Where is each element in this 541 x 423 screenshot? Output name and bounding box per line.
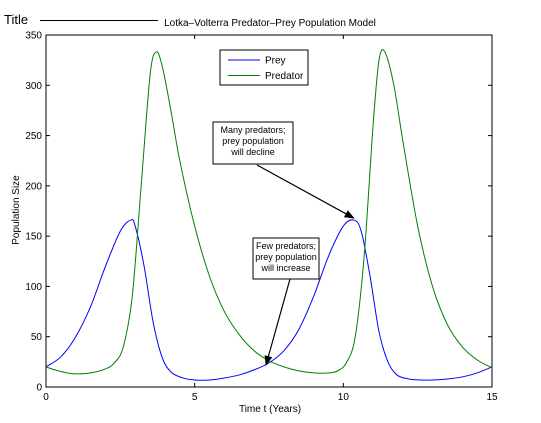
x-tick-label: 5 [192,392,198,403]
series-lines [45,49,493,381]
annotation-text: prey population [222,136,284,146]
annotation-box [252,237,320,280]
x-tick-label: 10 [338,392,350,403]
title-underline [40,20,158,21]
x-axis-label: Time t (Years) [239,404,301,415]
annotation-text: prey population [255,252,317,262]
y-tick-label: 50 [31,332,43,343]
y-axis-label: Population Size [11,175,22,245]
figure-title-tag: Title [4,12,29,27]
y-tick-label: 250 [25,131,42,142]
legend-label-prey: Prey [265,56,286,67]
annotation-arrow [264,278,291,366]
plot-frame [45,34,493,388]
y-tick-label: 350 [25,31,42,42]
annotation-text: will decline [230,147,275,157]
annotation-box [212,121,294,165]
y-tick-label: 100 [25,282,42,293]
y-tick-label: 0 [36,383,42,394]
series-line-predator [45,49,493,375]
legend-label-predator: Predator [265,71,304,82]
x-tick-label: 15 [486,392,498,403]
y-tick-label: 200 [25,181,42,192]
annotation-arrow [256,164,355,219]
annotation-text: Many predators; [220,125,285,135]
annotation-text: will increase [260,263,310,273]
annotation-text: Few predators; [256,241,316,251]
legend: Prey Predator [219,49,309,86]
legend-box [219,49,309,86]
chart-title: Lotka–Volterra Predator–Prey Population … [164,18,376,29]
y-tick-label: 150 [25,232,42,243]
y-tick-label: 300 [25,81,42,92]
x-tick-label: 0 [43,392,49,403]
